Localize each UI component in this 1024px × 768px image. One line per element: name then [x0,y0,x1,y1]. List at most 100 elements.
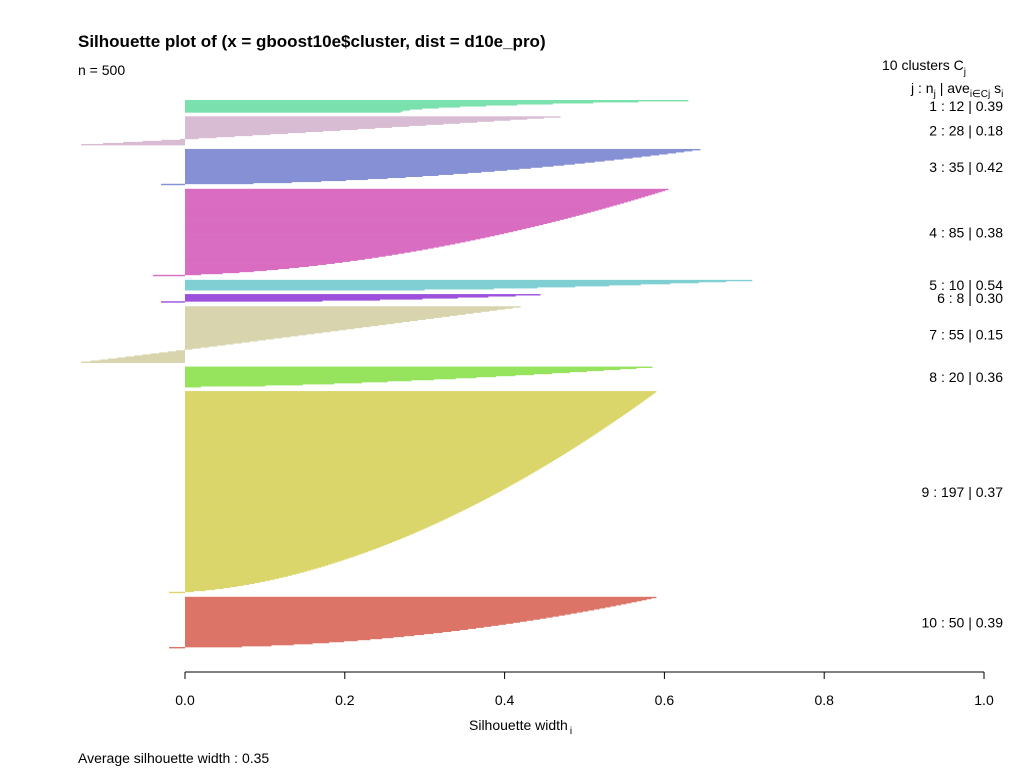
silhouette-bar [185,523,436,525]
silhouette-bar [185,552,363,555]
silhouette-bar [185,612,577,614]
silhouette-bar [185,315,450,317]
cluster-7-label: 7 : 55 | 0.15 [929,326,1003,342]
silhouette-bar [175,350,185,352]
silhouette-bar [169,646,185,649]
silhouette-bar [185,474,530,476]
silhouette-bar [185,470,536,473]
silhouette-bar [185,537,403,539]
silhouette-bar [185,233,500,236]
silhouette-bar [185,600,637,603]
silhouette-bar [185,381,362,384]
silhouette-bar [185,396,650,398]
silhouette-bar [185,404,638,406]
silhouette-bar [185,524,433,526]
silhouette-bar [185,188,669,191]
silhouette-bar [185,281,699,284]
cluster-10-bars [169,596,657,649]
silhouette-bar [185,308,505,310]
silhouette-bar [185,227,527,230]
silhouette-bar [185,643,294,646]
silhouette-bar [185,545,382,548]
silhouette-bar [185,367,637,370]
silhouette-bar [185,502,478,505]
silhouette-bar [185,284,610,287]
silhouette-bar [185,391,657,393]
silhouette-bar [185,602,627,605]
silhouette-bar [185,260,351,262]
silhouette-bar [180,138,185,141]
silhouette-bar [185,626,484,628]
silhouette-bar [185,214,580,216]
silhouette-bar [185,587,224,590]
silhouette-bar [185,249,423,251]
silhouette-bar [185,101,639,103]
silhouette-bar [185,296,489,298]
silhouette-bar [185,111,401,113]
silhouette-bar [185,393,654,395]
silhouette-bar [161,301,185,303]
silhouette-bar [185,434,595,436]
silhouette-bar [185,446,576,448]
silhouette-bar [185,207,606,209]
silhouette-bar [185,420,615,423]
silhouette-bar [185,409,631,411]
silhouette-bar [185,334,299,337]
silhouette-bar [185,376,477,379]
silhouette-bar [185,532,415,534]
silhouette-bar [185,438,589,440]
silhouette-bar [185,199,635,201]
cluster-1-label: 1 : 12 | 0.39 [929,98,1003,114]
silhouette-bar [185,198,639,200]
silhouette-bar [185,554,357,557]
cluster-9-bars [169,391,657,594]
silhouette-bar [185,327,355,330]
silhouette-bar [185,580,266,582]
silhouette-bar [185,525,431,527]
silhouette-bar [185,306,521,308]
silhouette-bar [185,256,379,258]
silhouette-bar [185,516,451,518]
silhouette-bar [81,143,185,146]
cluster-9-label: 9 : 197 | 0.37 [922,484,1004,500]
silhouette-bar [185,476,527,478]
silhouette-bar [185,569,311,571]
silhouette-bar [185,394,653,396]
silhouette-bar [185,250,417,252]
silhouette-bar [185,151,685,153]
silhouette-bar [185,543,387,546]
silhouette-bar [185,535,408,537]
silhouette-bar [185,317,434,319]
silhouette-bar [185,567,319,569]
silhouette-bar [185,162,585,164]
silhouette-bar [185,590,194,593]
silhouette-bar [185,576,284,578]
silhouette-bar [185,332,315,335]
silhouette-bar [185,398,647,400]
silhouette-bar [185,220,556,222]
silhouette-bar [185,346,209,348]
silhouette-bar [185,452,566,454]
silhouette-bar [185,424,609,427]
silhouette-bar [185,134,253,137]
silhouette-bar [185,490,501,492]
silhouette-bar [185,248,428,250]
silhouette-bar [185,324,379,327]
silhouette-bar [185,433,596,435]
silhouette-bar [185,262,335,264]
silhouette-bar [185,505,472,508]
silhouette-bar [185,615,559,617]
silhouette-bar [185,318,427,320]
silhouette-bar [185,498,486,501]
silhouette-bar [185,544,385,547]
silhouette-bar [185,180,322,183]
silhouette-bar [185,547,377,550]
silhouette-bar [185,413,625,416]
silhouette-bar [185,222,548,225]
silhouette-bar [185,486,509,488]
silhouette-bar [185,132,289,135]
silhouette-bar [185,102,594,104]
silhouette-bar [185,166,543,168]
silhouette-bar [185,458,556,461]
silhouette-bar [185,203,621,205]
